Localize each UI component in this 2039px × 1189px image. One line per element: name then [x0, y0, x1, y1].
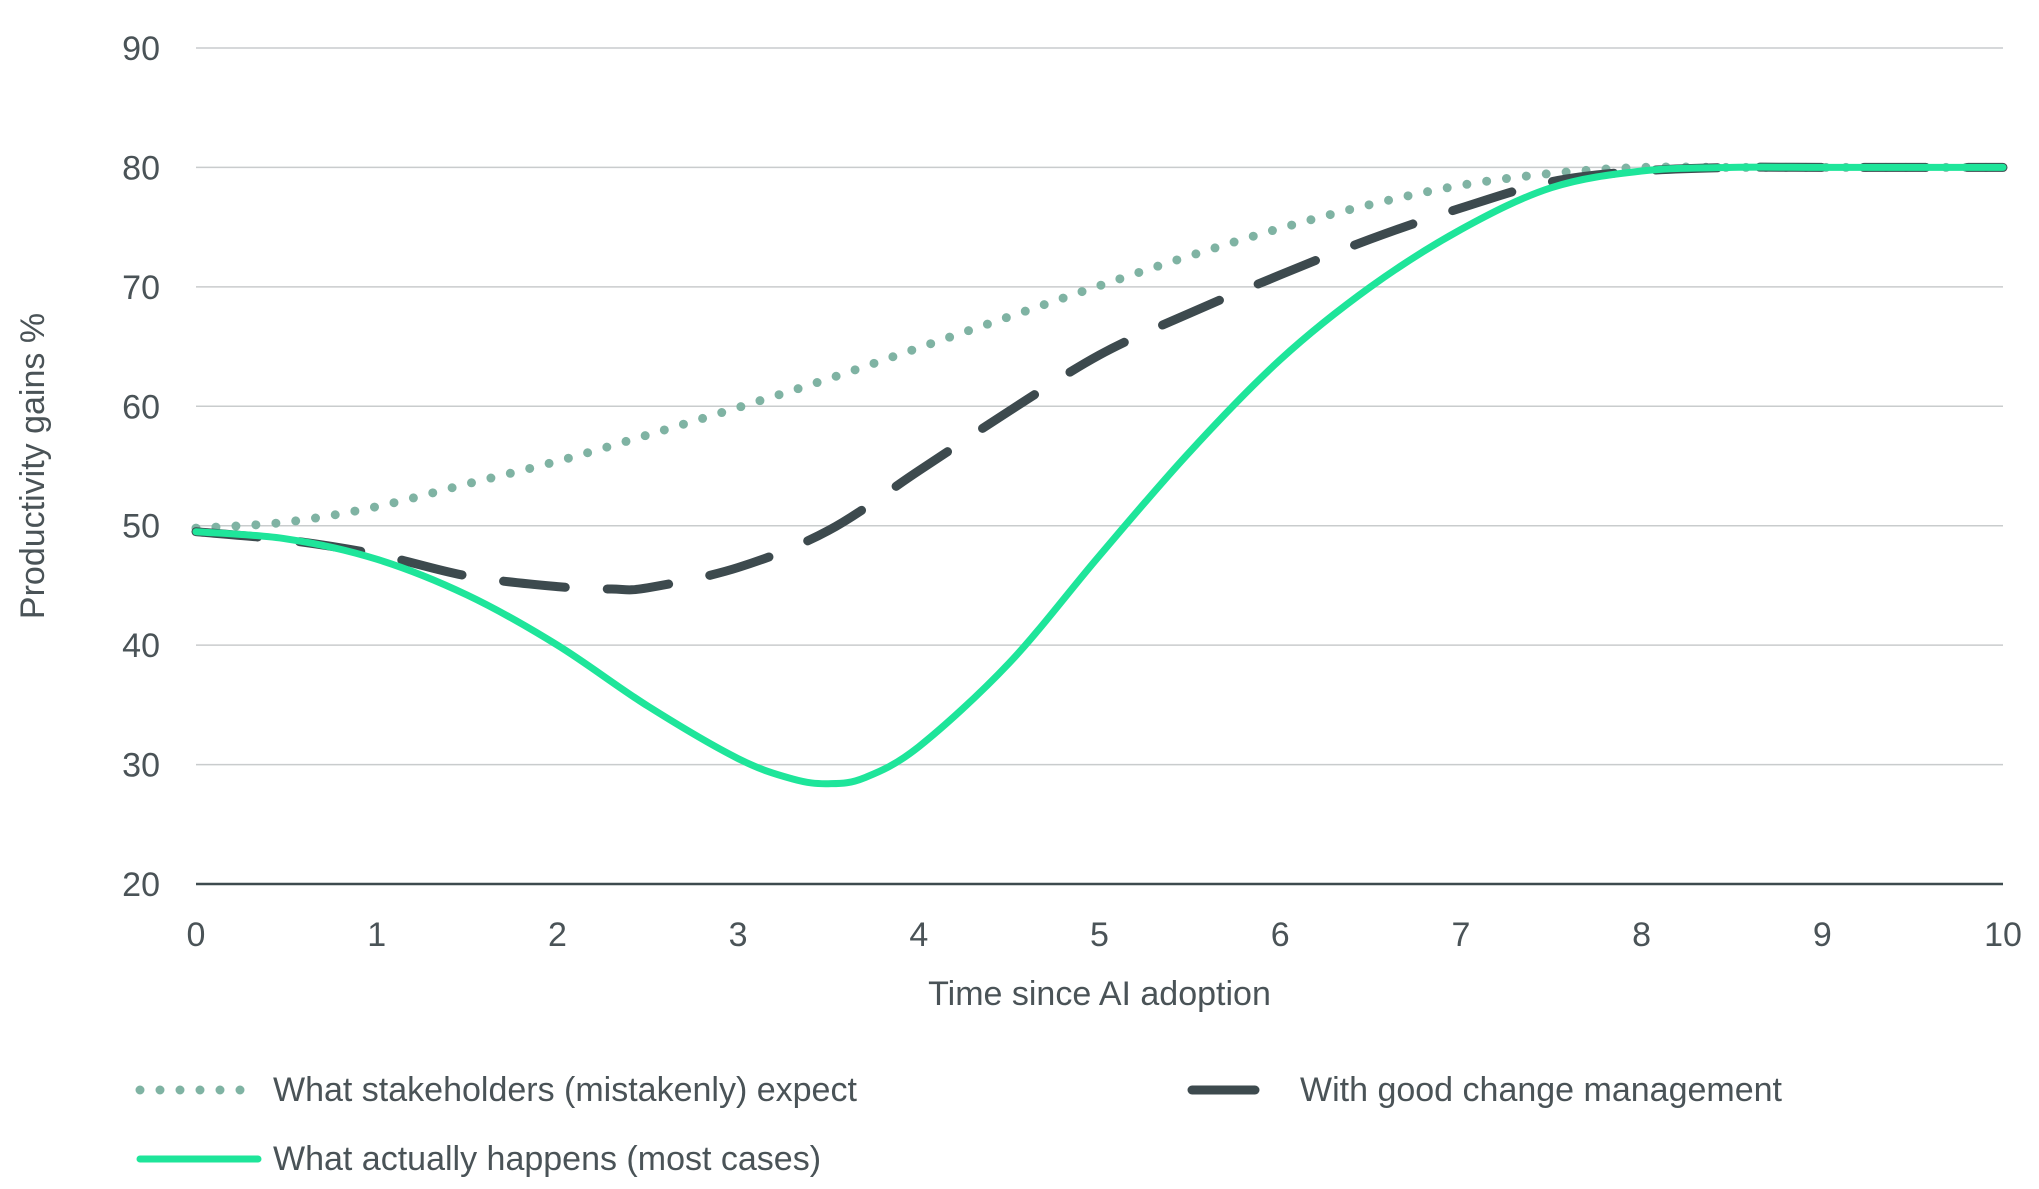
x-tick-label: 6 — [1271, 916, 1290, 954]
y-tick-label: 80 — [122, 149, 160, 187]
y-axis-ticks: 20 30 40 50 60 70 80 90 — [122, 30, 160, 904]
y-tick-label: 60 — [122, 388, 160, 426]
y-axis-label: Productivity gains % — [14, 313, 52, 619]
x-tick-label: 9 — [1813, 916, 1832, 954]
y-tick-label: 30 — [122, 747, 160, 785]
x-tick-label: 4 — [909, 916, 928, 954]
y-tick-label: 40 — [122, 627, 160, 665]
series-line-actual — [192, 163, 2007, 788]
x-tick-label: 10 — [1984, 916, 2022, 954]
x-tick-label: 8 — [1632, 916, 1651, 954]
series-line-expect — [191, 162, 2008, 533]
gridlines — [196, 47, 2003, 886]
legend-swatches — [135, 1085, 1260, 1163]
x-axis-label: Time since AI adoption — [928, 975, 1271, 1013]
x-tick-label: 7 — [1451, 916, 1470, 954]
y-tick-label: 20 — [122, 866, 160, 904]
x-tick-label: 2 — [548, 916, 567, 954]
y-tick-label: 50 — [122, 508, 160, 546]
x-tick-label: 5 — [1090, 916, 1109, 954]
y-tick-label: 90 — [122, 30, 160, 68]
x-tick-label: 1 — [367, 916, 386, 954]
series-layer — [191, 162, 2008, 788]
y-tick-label: 70 — [122, 269, 160, 307]
x-tick-label: 3 — [729, 916, 748, 954]
x-axis-ticks: 0 1 2 3 4 5 6 7 8 9 10 — [187, 916, 2022, 954]
x-tick-label: 0 — [187, 916, 206, 954]
